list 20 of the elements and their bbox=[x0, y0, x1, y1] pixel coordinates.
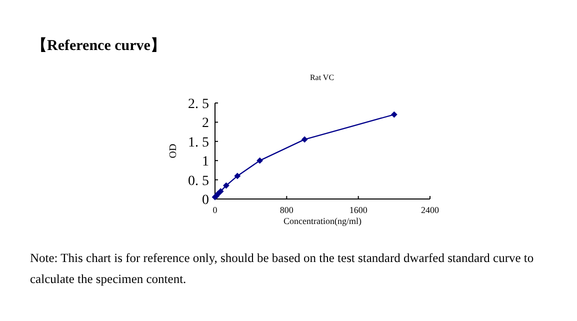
y-axis-title: OD bbox=[168, 144, 179, 158]
text: Note: This chart is for reference only, should be based on the test standard dwarfed standard curve to calculate the specimen content. bbox=[30, 250, 535, 288]
x-tick-label: 2400 bbox=[421, 205, 440, 215]
point bbox=[223, 182, 230, 189]
point bbox=[234, 172, 241, 180]
chart-subtitle: Rat VC bbox=[310, 73, 334, 82]
point bbox=[390, 111, 398, 118]
x-axis-title: Concentration(ng/ml) bbox=[284, 216, 362, 226]
y-tick-label: 1. 5 bbox=[188, 135, 209, 150]
y-tick-label: 2 bbox=[202, 116, 209, 132]
y-tick-label: 2. 5 bbox=[188, 97, 209, 112]
x-tick-label: 800 bbox=[280, 205, 294, 215]
point bbox=[217, 188, 224, 195]
x-tick-label: 1600 bbox=[349, 205, 368, 215]
y-tick-label: 1 bbox=[202, 154, 209, 170]
point bbox=[301, 136, 308, 143]
point bbox=[256, 157, 263, 164]
y-tick-label: 0. 5 bbox=[188, 174, 209, 189]
x-tick-label: 0 bbox=[212, 205, 218, 215]
chart-title: 【Reference curve】 bbox=[32, 37, 166, 54]
